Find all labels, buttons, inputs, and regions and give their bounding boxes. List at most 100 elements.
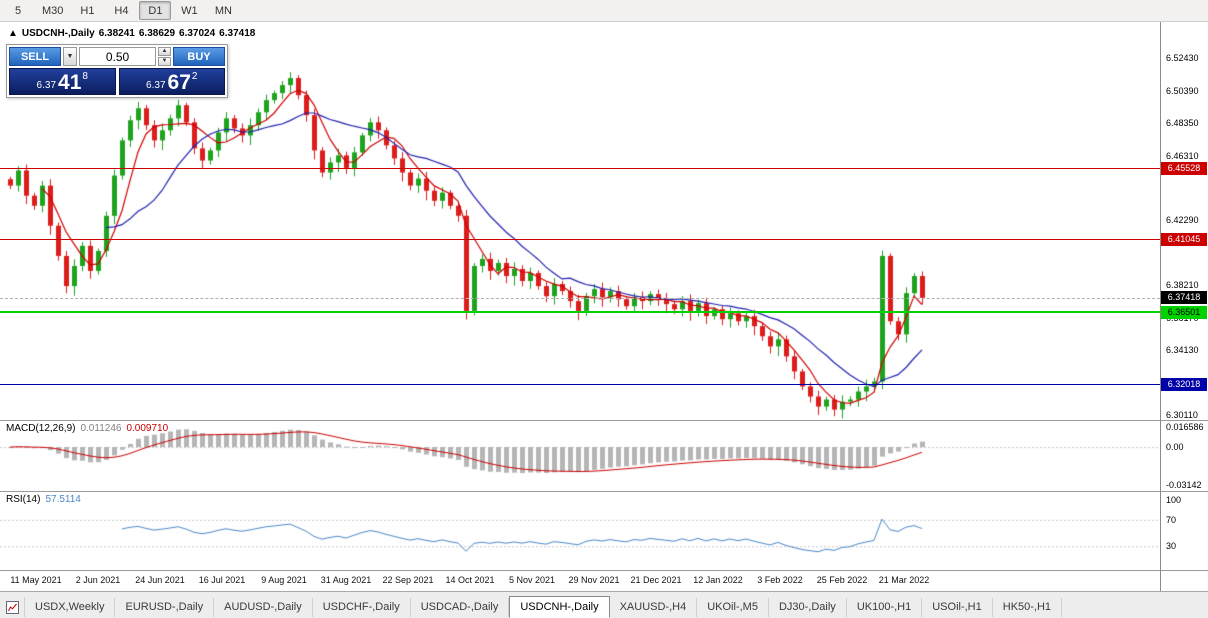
macd-main-value: 0.011246	[80, 423, 122, 434]
date-axis-label: 16 Jul 2021	[198, 575, 246, 585]
macd-axis-tick: -0.03142	[1166, 480, 1202, 490]
sell-price-point: 8	[82, 71, 88, 82]
level-line[interactable]	[0, 311, 1160, 314]
price-axis-tick: 6.42290	[1166, 214, 1199, 225]
buy-price-pips: 67	[167, 71, 191, 94]
date-axis: 11 May 2021 2 Jun 2021 24 Jun 2021 16 Jul 2…	[0, 571, 1160, 591]
timeframe-button-d1[interactable]: D1	[139, 1, 172, 20]
date-axis-label: 9 Aug 2021	[261, 575, 307, 585]
price-axis-tick: 6.46310	[1166, 150, 1199, 161]
timeframe-button-m30[interactable]: M30	[42, 4, 64, 17]
date-axis-label: 31 Aug 2021	[320, 575, 372, 585]
chart-tab-usdchf[interactable]: USDCHF-,Daily	[313, 598, 411, 617]
lot-dropdown-button[interactable]: ▼	[63, 47, 77, 66]
pane-separator[interactable]	[0, 491, 1208, 492]
chart-tab-usdcnh[interactable]: USDCNH-,Daily	[509, 596, 610, 618]
timeframe-button-w1[interactable]: W1	[181, 4, 198, 17]
chart-tab-hk50[interactable]: HK50-,H1	[993, 598, 1063, 617]
lot-stepper: ▲ ▼	[158, 47, 171, 66]
timeframe-toolbar: 5 M30 H1 H4 D1 W1 MN	[0, 0, 1208, 22]
chart-tab-usoil[interactable]: USOil-,H1	[922, 598, 993, 617]
charts-icon[interactable]	[0, 597, 25, 617]
timeframe-button-h1[interactable]: H1	[80, 4, 95, 17]
buy-price-bigfigure: 6.37	[146, 80, 166, 91]
level-price-badge: 6.45528	[1161, 161, 1207, 175]
buy-price-display[interactable]: 6.37 67 2	[118, 68, 225, 95]
date-axis-label: 25 Feb 2022	[816, 575, 868, 585]
date-axis-label: 12 Jan 2022	[693, 575, 743, 585]
chart-tab-audusd[interactable]: AUDUSD-,Daily	[214, 598, 313, 617]
pane-separator[interactable]	[0, 420, 1208, 421]
timeframe-button-mn[interactable]: MN	[214, 4, 232, 17]
date-axis-label: 5 Nov 2021	[508, 575, 556, 585]
chart-title: ▲ USDCNH-,Daily 6.38241 6.38629 6.37024 6.374…	[8, 28, 259, 39]
rsi-axis-tick: 70	[1166, 514, 1177, 525]
macd-signal-value: 0.009710	[126, 423, 169, 434]
date-axis-label: 11 May 2021	[10, 575, 62, 585]
one-click-trade-panel: SELL ▼ 0.50 ▲ ▼ BUY 6.37 41 8 6.37 67	[6, 44, 228, 98]
lot-increase-button[interactable]: ▲	[158, 47, 171, 56]
rsi-axis-tick: 30	[1166, 541, 1177, 552]
level-line[interactable]	[0, 383, 1160, 385]
chart-tab-usdcad[interactable]: USDCAD-,Daily	[411, 598, 510, 617]
chart-window: ▲ USDCNH-,Daily 6.38241 6.38629 6.37024 6.374…	[0, 22, 1208, 591]
ohlc-low: 6.37024	[179, 28, 216, 39]
date-axis-label: 22 Sep 2021	[382, 575, 434, 585]
macd-axis-tick: 0.016586	[1166, 422, 1204, 432]
timeframe-button-h4[interactable]: H4	[114, 4, 129, 17]
ohlc-open: 6.38241	[98, 28, 135, 39]
level-price-badge: 6.32018	[1161, 377, 1207, 391]
macd-axis-tick: 0.00	[1166, 442, 1184, 453]
collapse-panel-icon[interactable]: ▲	[8, 28, 18, 39]
price-axis-tick: 6.48350	[1166, 118, 1199, 129]
chart-tab-xauusd[interactable]: XAUUSD-,H4	[610, 598, 698, 617]
chevron-down-icon: ▼	[66, 53, 74, 60]
rsi-axis-tick: 100	[1166, 495, 1182, 505]
price-axis-tick: 6.34130	[1166, 345, 1199, 356]
sell-price-bigfigure: 6.37	[36, 80, 57, 91]
price-axis-tick: 6.38210	[1166, 280, 1199, 291]
lot-size-input[interactable]: 0.50	[79, 47, 156, 66]
sell-button[interactable]: SELL	[9, 47, 61, 66]
price-axis-border	[1160, 22, 1161, 591]
date-axis-label: 24 Jun 2021	[135, 575, 185, 585]
date-axis-label: 3 Feb 2022	[757, 575, 803, 585]
price-axis-tick: 6.52430	[1166, 52, 1199, 63]
rsi-indicator-canvas[interactable]	[0, 492, 1160, 570]
date-axis-label: 2 Jun 2021	[75, 575, 121, 585]
sell-price-display[interactable]: 6.37 41 8	[9, 68, 116, 95]
level-price-badge: 6.41045	[1161, 233, 1207, 247]
timeframe-button-5[interactable]: 5	[14, 4, 22, 17]
pane-separator[interactable]	[0, 570, 1208, 571]
current-price-badge: 6.37418	[1161, 291, 1207, 305]
level-line[interactable]	[0, 167, 1160, 169]
chart-tab-bar: USDX,Weekly EURUSD-,Daily AUDUSD-,Daily USD…	[0, 591, 1208, 618]
current-price-line	[0, 297, 1160, 299]
ohlc-close: 6.37418	[219, 28, 256, 39]
symbol-title: USDCNH-,Daily	[21, 28, 95, 39]
sell-price-pips: 41	[58, 71, 82, 94]
macd-label: MACD(12,26,9) 0.011246 0.009710	[6, 423, 168, 434]
lot-decrease-button[interactable]: ▼	[158, 57, 171, 66]
chart-tab-eurusd[interactable]: EURUSD-,Daily	[115, 598, 215, 617]
buy-button[interactable]: BUY	[173, 47, 225, 66]
chart-tab-uk100[interactable]: UK100-,H1	[847, 598, 923, 617]
price-axis-tick: 6.50390	[1166, 85, 1199, 96]
rsi-value: 57.5114	[45, 494, 81, 505]
date-axis-label: 21 Dec 2021	[630, 575, 682, 585]
rsi-name: RSI(14)	[6, 494, 41, 505]
level-price-badge: 6.36501	[1161, 305, 1207, 319]
date-axis-label: 29 Nov 2021	[568, 575, 620, 585]
chart-tab-ukoil[interactable]: UKOil-,M5	[697, 598, 769, 617]
date-axis-label: 21 Mar 2022	[878, 575, 930, 585]
price-axis-tick: 6.30110	[1166, 409, 1198, 420]
macd-indicator-canvas[interactable]	[0, 421, 1160, 491]
chart-tab-usdx[interactable]: USDX,Weekly	[25, 598, 116, 617]
macd-name: MACD(12,26,9)	[6, 423, 76, 434]
date-axis-label: 14 Oct 2021	[445, 575, 495, 585]
level-line[interactable]	[0, 239, 1160, 241]
ohlc-high: 6.38629	[138, 28, 176, 39]
chart-tab-dj30[interactable]: DJ30-,Daily	[769, 598, 847, 617]
buy-price-point: 2	[191, 71, 198, 82]
